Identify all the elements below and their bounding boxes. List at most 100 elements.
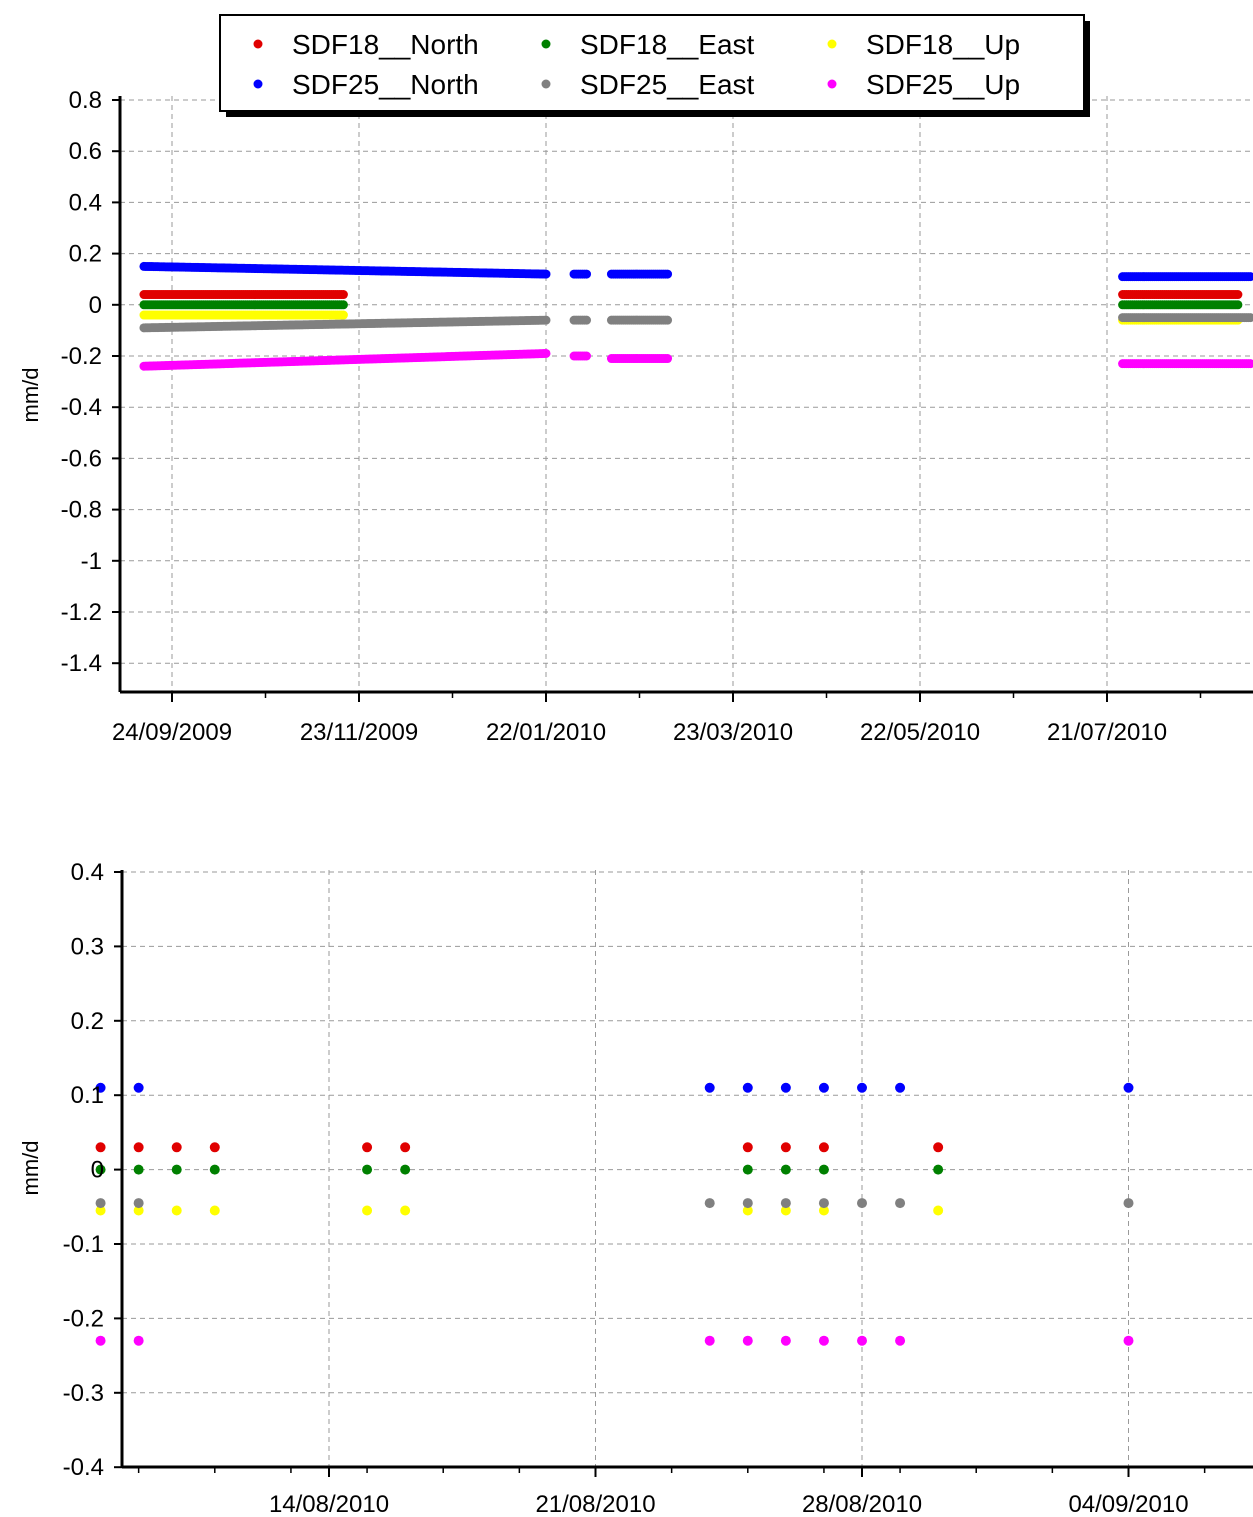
sdf25-north-point bbox=[742, 1082, 753, 1093]
legend: SDF18__North SDF18__East SDF18__Up SDF25__N… bbox=[219, 14, 1090, 117]
sdf18-east-point bbox=[1233, 300, 1243, 310]
legend-item-sdf25-north: SDF25__North bbox=[253, 69, 479, 100]
sdf18-east-point bbox=[780, 1164, 791, 1175]
sdf25-east-point bbox=[663, 315, 673, 325]
sdf18-east-point bbox=[338, 300, 348, 310]
legend-item-sdf25-east: SDF25__East bbox=[541, 69, 755, 100]
sdf25-up-point bbox=[780, 1335, 791, 1346]
sdf18-east-point bbox=[95, 1164, 106, 1175]
sdf25-up-point bbox=[541, 348, 551, 358]
y-tick-label: -1.2 bbox=[61, 599, 102, 626]
bottom-axes: 0.4 0.3 0.2 0.1 0 -0.1 -0.2 -0.3 -0.4 14/08/2010 2… bbox=[63, 859, 1253, 1517]
sdf25-north-point bbox=[1245, 272, 1253, 282]
sdf18-north-point bbox=[1233, 290, 1243, 300]
y-tick-label: -0.1 bbox=[63, 1231, 104, 1258]
sdf18-up-point bbox=[818, 1205, 829, 1216]
sdf18-up-point bbox=[400, 1205, 411, 1216]
y-tick-label: 0.2 bbox=[69, 241, 102, 268]
sdf25-up-point bbox=[818, 1335, 829, 1346]
x-tick-label: 21/07/2010 bbox=[1047, 719, 1167, 746]
sdf25-up-point bbox=[704, 1335, 715, 1346]
sdf25-north-point bbox=[704, 1082, 715, 1093]
sdf18-east-point bbox=[742, 1164, 753, 1175]
x-tick-label: 22/05/2010 bbox=[860, 719, 980, 746]
sdf25-up-point bbox=[1123, 1335, 1134, 1346]
sdf18-north-point bbox=[95, 1142, 106, 1153]
top-data-marks bbox=[139, 261, 1253, 371]
y-tick-label: 0 bbox=[91, 1157, 104, 1184]
y-tick-label: 0 bbox=[89, 292, 102, 319]
legend-marker bbox=[253, 39, 263, 49]
sdf25-up-point bbox=[1245, 359, 1253, 369]
sdf25-north-point bbox=[1123, 1082, 1134, 1093]
x-tick-label: 22/01/2010 bbox=[486, 719, 606, 746]
sdf18-east-point bbox=[362, 1164, 373, 1175]
sdf25-up-point bbox=[133, 1335, 144, 1346]
y-tick-label: -1.4 bbox=[61, 650, 102, 677]
sdf18-east-point bbox=[209, 1164, 220, 1175]
sdf18-east-point bbox=[133, 1164, 144, 1175]
top-axes: 0.8 0.6 0.4 0.2 0 -0.2 -0.4 -0.6 -0.8 -1 -1.2 -1.4 2… bbox=[61, 87, 1253, 746]
legend-label: SDF18__Up bbox=[866, 29, 1020, 60]
sdf18-east-point bbox=[171, 1164, 182, 1175]
y-tick-label: -0.3 bbox=[63, 1380, 104, 1407]
sdf18-north-point bbox=[171, 1142, 182, 1153]
y-tick-label: 0.1 bbox=[71, 1082, 104, 1109]
sdf18-north-point bbox=[338, 290, 348, 300]
sdf25-north-point bbox=[541, 269, 551, 279]
y-tick-label: 0.8 bbox=[69, 87, 102, 114]
y-tick-label: -0.8 bbox=[61, 497, 102, 524]
sdf25-up-point bbox=[742, 1335, 753, 1346]
sdf18-up-point bbox=[171, 1205, 182, 1216]
sdf18-up-point bbox=[780, 1205, 791, 1216]
y-tick-label: -0.6 bbox=[61, 445, 102, 472]
sdf25-up-point bbox=[582, 351, 592, 361]
legend-label: SDF25__North bbox=[292, 69, 479, 100]
sdf25-north-point bbox=[818, 1082, 829, 1093]
sdf25-east-point bbox=[133, 1198, 144, 1209]
sdf18-north-point bbox=[133, 1142, 144, 1153]
sdf18-up-point bbox=[338, 310, 348, 320]
sdf18-north-point bbox=[818, 1142, 829, 1153]
x-tick-label: 04/09/2010 bbox=[1068, 1491, 1188, 1517]
sdf18-north-point bbox=[780, 1142, 791, 1153]
legend-marker bbox=[827, 79, 837, 89]
legend-label: SDF25__East bbox=[580, 69, 755, 100]
legend-label: SDF18__East bbox=[580, 29, 755, 60]
sdf18-up-point bbox=[209, 1205, 220, 1216]
sdf25-north-point bbox=[780, 1082, 791, 1093]
sdf25-north-point bbox=[582, 269, 592, 279]
sdf18-up-point bbox=[95, 1205, 106, 1216]
y-tick-label: -1 bbox=[81, 548, 102, 575]
sdf25-north-point bbox=[895, 1082, 906, 1093]
legend-marker bbox=[253, 79, 263, 89]
legend-label: SDF25__Up bbox=[866, 69, 1020, 100]
y-tick-label: 0.2 bbox=[71, 1008, 104, 1035]
top-y-axis-title: mm/d bbox=[18, 368, 43, 423]
sdf18-east-point bbox=[933, 1164, 944, 1175]
sdf25-up-point bbox=[95, 1335, 106, 1346]
legend-item-sdf18-north: SDF18__North bbox=[253, 29, 479, 60]
top-chart: 0.8 0.6 0.4 0.2 0 -0.2 -0.4 -0.6 -0.8 -1 -1.2 -1.4 2… bbox=[18, 87, 1253, 746]
sdf25-north-point bbox=[133, 1082, 144, 1093]
legend-marker bbox=[541, 79, 551, 89]
sdf18-east-point bbox=[400, 1164, 411, 1175]
bottom-data-marks bbox=[95, 1082, 1134, 1346]
x-tick-label: 24/09/2009 bbox=[112, 719, 232, 746]
sdf25-east-point bbox=[857, 1198, 867, 1209]
legend-box bbox=[219, 14, 1085, 112]
sdf25-up-point bbox=[895, 1335, 906, 1346]
bottom-gridlines bbox=[122, 870, 1253, 1468]
sdf18-up-point bbox=[933, 1205, 944, 1216]
sdf18-north-point bbox=[362, 1142, 373, 1153]
sdf25-east-point bbox=[780, 1198, 791, 1209]
y-tick-label: -0.2 bbox=[61, 343, 102, 370]
y-tick-label: -0.4 bbox=[63, 1454, 104, 1481]
sdf18-north-point bbox=[933, 1142, 944, 1153]
x-tick-label: 23/03/2010 bbox=[673, 719, 793, 746]
x-tick-label: 28/08/2010 bbox=[802, 1491, 922, 1517]
sdf18-north-point bbox=[400, 1142, 411, 1153]
sdf25-east-point bbox=[895, 1198, 906, 1209]
y-tick-label: 0.3 bbox=[71, 933, 104, 960]
